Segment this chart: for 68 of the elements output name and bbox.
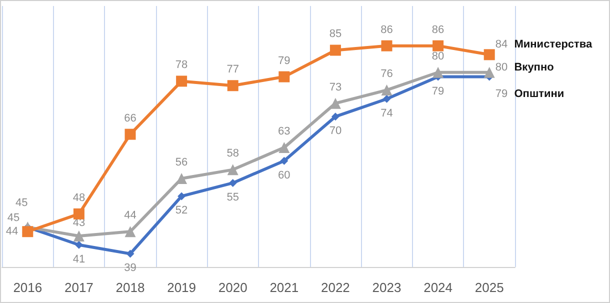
point: [176, 76, 188, 87]
x-tick-label: 2020: [218, 280, 248, 295]
point: [124, 128, 136, 140]
data-label: 86: [432, 24, 444, 36]
point: [330, 44, 341, 56]
data-label: 66: [124, 112, 136, 124]
x-tick-label: 2019: [167, 280, 196, 295]
point: [227, 164, 238, 176]
point: [278, 142, 290, 154]
data-label: 80: [432, 50, 444, 62]
point: [381, 40, 392, 52]
data-label: 58: [226, 148, 239, 160]
data-label: 55: [226, 191, 239, 204]
point: [73, 208, 84, 220]
data-label: 45: [16, 197, 28, 210]
point: [432, 40, 444, 52]
point: [280, 156, 288, 165]
x-tick-label: 2017: [64, 280, 94, 295]
x-tick-label: 2021: [270, 280, 299, 295]
point: [484, 49, 495, 60]
data-label: 70: [329, 125, 342, 138]
data-label: 78: [175, 59, 188, 72]
data-label: 77: [226, 64, 239, 76]
series-label: Вкупно: [514, 61, 554, 74]
point: [22, 226, 34, 238]
data-label: 44: [124, 210, 136, 222]
x-tick-label: 2022: [320, 280, 350, 295]
x-tick-label: 2023: [372, 280, 402, 295]
data-label: 79: [278, 54, 290, 67]
point: [381, 84, 392, 96]
data-label: 41: [72, 253, 86, 266]
data-label: 39: [124, 262, 136, 274]
data-label: 48: [72, 192, 86, 204]
x-tick-label: 2025: [474, 280, 504, 295]
point: [228, 178, 237, 187]
point: [432, 66, 444, 78]
point: [73, 230, 84, 242]
data-label: 60: [278, 169, 290, 182]
point: [227, 80, 238, 92]
point: [330, 98, 341, 109]
point: [74, 240, 83, 249]
data-label: 52: [175, 204, 188, 217]
point: [124, 226, 136, 238]
data-label: 74: [380, 107, 393, 120]
data-label: 85: [329, 28, 342, 40]
data-label: 79: [432, 85, 444, 98]
data-label: 79: [495, 88, 508, 100]
data-label: 76: [380, 68, 393, 80]
point: [178, 192, 186, 200]
data-label: 63: [278, 126, 290, 138]
data-label: 45: [7, 212, 20, 224]
point: [278, 71, 290, 82]
point: [176, 173, 188, 184]
x-tick-label: 2018: [116, 280, 145, 295]
point: [126, 250, 134, 258]
data-label: 73: [329, 81, 342, 94]
series-label: Министерства: [514, 38, 594, 51]
x-tick-label: 2016: [13, 280, 42, 295]
data-label: 56: [175, 156, 188, 169]
data-label: 84: [495, 38, 508, 51]
point: [484, 66, 495, 78]
data-label: 86: [380, 24, 393, 36]
x-tick-label: 2024: [424, 280, 453, 295]
data-label: 80: [495, 61, 508, 74]
text: Општини: [514, 88, 564, 100]
data-label: 44: [6, 226, 18, 238]
point: [382, 94, 391, 103]
point: [331, 112, 340, 121]
